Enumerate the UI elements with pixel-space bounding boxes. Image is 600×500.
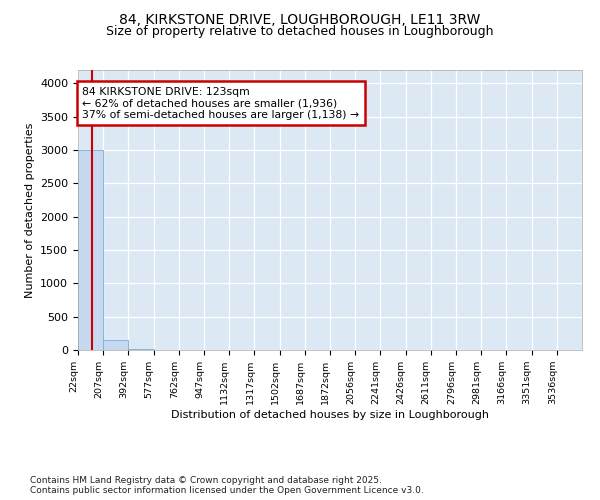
Text: Contains HM Land Registry data © Crown copyright and database right 2025.: Contains HM Land Registry data © Crown c… bbox=[30, 476, 382, 485]
Text: 84 KIRKSTONE DRIVE: 123sqm
← 62% of detached houses are smaller (1,936)
37% of s: 84 KIRKSTONE DRIVE: 123sqm ← 62% of deta… bbox=[82, 86, 359, 120]
Bar bbox=[103, 340, 128, 350]
Text: Size of property relative to detached houses in Loughborough: Size of property relative to detached ho… bbox=[106, 25, 494, 38]
Y-axis label: Number of detached properties: Number of detached properties bbox=[25, 122, 35, 298]
Text: 84, KIRKSTONE DRIVE, LOUGHBOROUGH, LE11 3RW: 84, KIRKSTONE DRIVE, LOUGHBOROUGH, LE11 … bbox=[119, 12, 481, 26]
Bar bbox=[78, 150, 103, 350]
X-axis label: Distribution of detached houses by size in Loughborough: Distribution of detached houses by size … bbox=[171, 410, 489, 420]
Text: Contains public sector information licensed under the Open Government Licence v3: Contains public sector information licen… bbox=[30, 486, 424, 495]
